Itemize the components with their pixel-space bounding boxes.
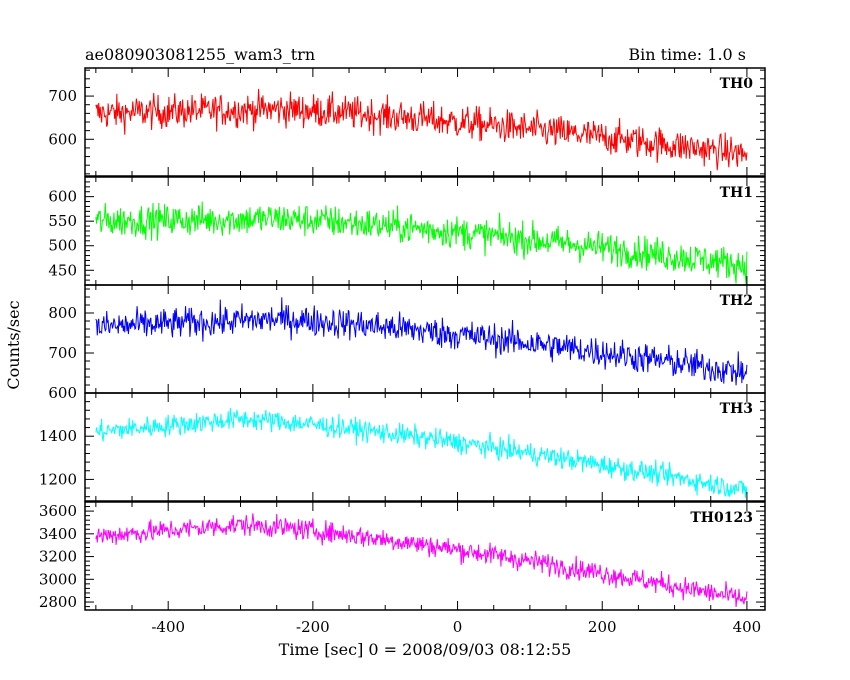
y-tick-label: 600 bbox=[48, 130, 77, 148]
x-tick-label: 0 bbox=[453, 618, 463, 636]
panel-frame-th3 bbox=[84, 392, 766, 502]
y-tick-label: 550 bbox=[48, 212, 77, 230]
panel-label-th1: TH1 bbox=[720, 185, 753, 201]
series-line-th3 bbox=[95, 407, 748, 498]
y-tick-label: 700 bbox=[48, 87, 77, 105]
x-axis-title: Time [sec] 0 = 2008/09/03 08:12:55 bbox=[279, 640, 572, 659]
y-tick-label: 3400 bbox=[39, 525, 77, 543]
panel-frame-th0123 bbox=[84, 501, 766, 611]
y-tick-label: 2800 bbox=[39, 593, 77, 611]
x-tick-label: -400 bbox=[151, 618, 185, 636]
series-line-th0 bbox=[95, 88, 748, 171]
panels-group: 600 700 TH0 450 500 550 600 TH1 600 700 800 TH2 1200… bbox=[39, 67, 766, 636]
y-tick-label: 1400 bbox=[39, 427, 77, 445]
panel-frame-th0 bbox=[84, 67, 766, 177]
y-tick-label: 450 bbox=[48, 261, 77, 279]
y-tick-label: 3200 bbox=[39, 548, 77, 566]
series-line-th0123 bbox=[95, 513, 748, 607]
y-tick-label: 800 bbox=[48, 304, 77, 322]
y-tick-label: 3600 bbox=[39, 502, 77, 520]
panel-label-th2: TH2 bbox=[720, 293, 753, 309]
y-tick-label: 3000 bbox=[39, 570, 77, 588]
series-line-th1 bbox=[95, 201, 748, 285]
panel-label-th0123: TH0123 bbox=[690, 510, 753, 526]
bin-time-label: Bin time: 1.0 s bbox=[628, 45, 746, 64]
chart-title: ae080903081255_wam3_trn bbox=[85, 45, 315, 64]
series-line-th2 bbox=[95, 297, 748, 386]
y-tick-label: 600 bbox=[48, 384, 77, 402]
panel-label-th0: TH0 bbox=[720, 76, 754, 92]
y-tick-label: 700 bbox=[48, 344, 77, 362]
x-tick-label: -200 bbox=[296, 618, 330, 636]
y-tick-label: 500 bbox=[48, 237, 77, 255]
panel-frame-th2 bbox=[84, 284, 766, 394]
y-tick-label: 600 bbox=[48, 188, 77, 206]
x-tick-label: 200 bbox=[588, 618, 617, 636]
panel-label-th3: TH3 bbox=[720, 401, 753, 417]
x-tick-label: 400 bbox=[733, 618, 762, 636]
y-tick-label: 1200 bbox=[39, 470, 77, 488]
y-axis-title: Counts/sec bbox=[4, 300, 23, 389]
